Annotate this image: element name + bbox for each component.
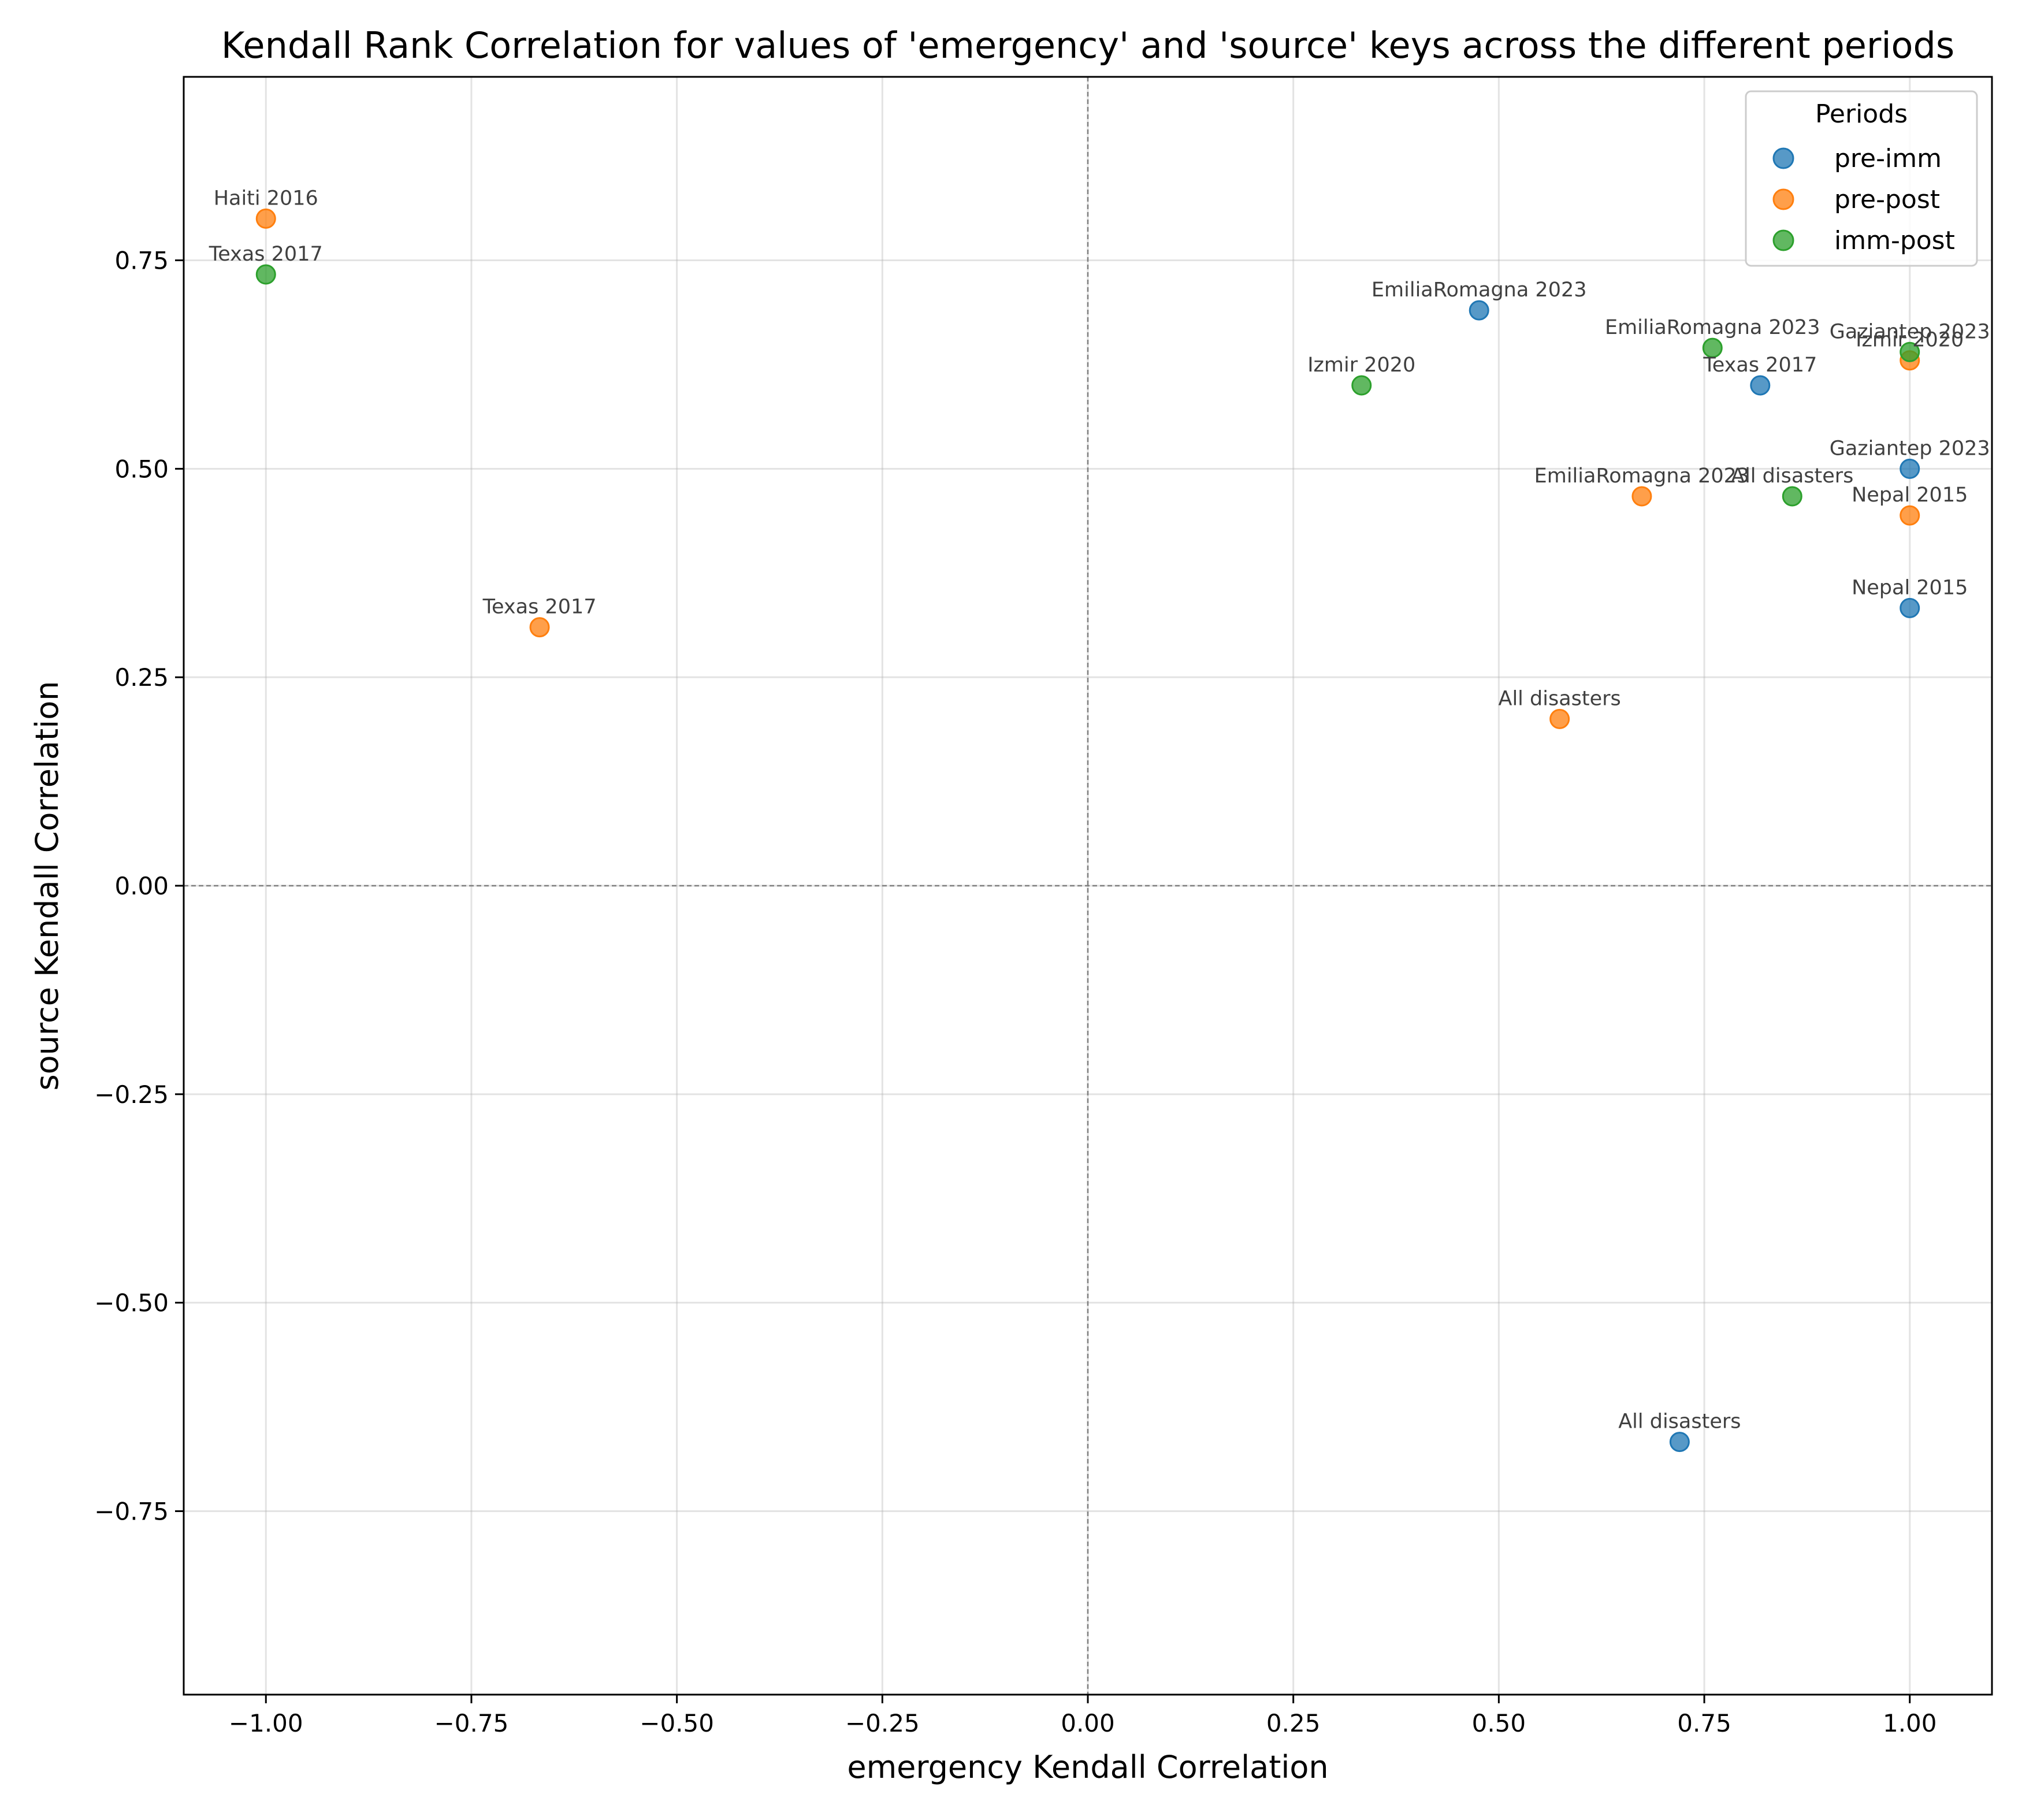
data-point-pre-imm[interactable]	[1900, 458, 1920, 479]
legend: Periods pre-imm pre-post imm-post	[1745, 90, 1978, 267]
legend-label-imm-post: imm-post	[1834, 226, 1955, 255]
legend-marker-imm-post	[1772, 229, 1794, 251]
x-tick-label: 1.00	[1883, 1709, 1937, 1737]
x-tick-label: −0.50	[640, 1709, 714, 1737]
point-label: Izmir 2020	[1307, 354, 1415, 377]
legend-entry-imm-post[interactable]: imm-post	[1772, 226, 1955, 255]
point-label: Izmir 2020	[1856, 329, 1964, 352]
legend-title: Periods	[1815, 99, 1908, 129]
data-point-pre-post[interactable]	[529, 617, 550, 638]
data-point-pre-post[interactable]	[1549, 708, 1570, 729]
point-label: Gaziantep 2023	[1830, 437, 1990, 460]
point-labels: EmiliaRomagna 2023 Texas 2017 Gaziantep 20…	[209, 187, 1990, 1433]
data-point-pre-imm[interactable]	[1669, 1432, 1690, 1453]
x-axis-label: emergency Kendall Correlation	[847, 1749, 1328, 1785]
zero-reference-lines	[184, 77, 1992, 1695]
x-tick-label: −0.75	[434, 1709, 509, 1737]
y-tick-label: 0.25	[114, 663, 169, 692]
x-tick-label: −0.25	[845, 1709, 920, 1737]
x-tick-label: 0.75	[1677, 1709, 1731, 1737]
y-tick-label: 0.75	[114, 247, 169, 275]
data-point-pre-post[interactable]	[255, 208, 276, 229]
point-label: Haiti 2016	[214, 187, 318, 210]
y-tick-label: 0.50	[114, 455, 169, 483]
legend-entry-pre-post[interactable]: pre-post	[1772, 185, 1940, 214]
y-axis-ticks: −0.75 −0.50 −0.25 0.00 0.25 0.50 0.75	[94, 247, 184, 1525]
data-point-pre-imm[interactable]	[1900, 597, 1920, 618]
data-point-imm-post[interactable]	[1782, 486, 1802, 507]
point-label: Texas 2017	[209, 243, 323, 266]
point-label: Gaziantep 2023	[1830, 320, 1990, 343]
data-points	[255, 208, 1920, 1453]
point-label: Nepal 2015	[1852, 484, 1968, 507]
legend-marker-pre-post	[1772, 188, 1794, 210]
legend-entry-pre-imm[interactable]: pre-imm	[1772, 144, 1942, 173]
x-tick-label: 0.25	[1266, 1709, 1321, 1737]
y-axis-label: source Kendall Correlation	[29, 681, 65, 1091]
data-point-imm-post[interactable]	[255, 264, 276, 285]
point-label: EmiliaRomagna 2023	[1605, 316, 1820, 339]
legend-box	[1745, 90, 1978, 267]
data-point-pre-post[interactable]	[1900, 505, 1920, 526]
data-point-imm-post[interactable]	[1702, 337, 1723, 358]
point-label: All disasters	[1731, 465, 1853, 488]
y-tick-label: −0.75	[94, 1497, 169, 1525]
point-label: All disasters	[1618, 1410, 1741, 1433]
point-label: EmiliaRomagna 2023	[1534, 465, 1750, 488]
point-label: Texas 2017	[482, 596, 597, 619]
data-point-pre-imm[interactable]	[1750, 375, 1771, 396]
y-tick-label: 0.00	[114, 872, 169, 900]
legend-marker-pre-imm	[1772, 147, 1794, 169]
chart-title: Kendall Rank Correlation for values of '…	[221, 24, 1954, 66]
x-tick-label: 0.50	[1472, 1709, 1526, 1737]
point-label: EmiliaRomagna 2023	[1371, 278, 1587, 302]
legend-label-pre-imm: pre-imm	[1834, 144, 1942, 173]
y-tick-label: −0.50	[94, 1289, 169, 1317]
data-point-pre-imm[interactable]	[1469, 300, 1489, 321]
legend-label-pre-post: pre-post	[1834, 185, 1940, 214]
point-label: Nepal 2015	[1852, 576, 1968, 599]
data-point-pre-post[interactable]	[1631, 486, 1652, 507]
x-tick-label: 0.00	[1061, 1709, 1115, 1737]
data-point-imm-post[interactable]	[1900, 341, 1920, 362]
x-tick-label: −1.00	[229, 1709, 303, 1737]
data-point-imm-post[interactable]	[1351, 375, 1372, 396]
point-label: Texas 2017	[1703, 354, 1817, 377]
y-tick-label: −0.25	[94, 1080, 169, 1109]
x-axis-ticks: −1.00 −0.75 −0.50 −0.25 0.00 0.25 0.50 0.75 1.00	[229, 1695, 1937, 1737]
point-label: All disasters	[1499, 687, 1621, 710]
